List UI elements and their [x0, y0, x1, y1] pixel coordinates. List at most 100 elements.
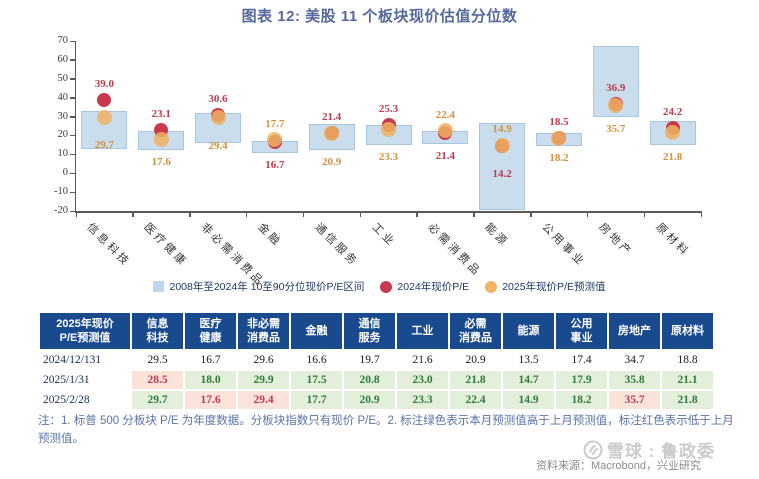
source-line: 资料来源：Macrobond，兴业研究 [535, 460, 701, 472]
data-dot-2025 [210, 110, 226, 126]
value-cell: 34.7 [609, 351, 660, 369]
column-header-cell: 信息 科技 [132, 313, 183, 349]
value-label-upper: 18.5 [549, 116, 569, 129]
column-header-cell: 能源 [503, 313, 554, 349]
value-cell: 17.5 [291, 371, 342, 389]
y-axis-tick [70, 210, 75, 212]
x-axis-category-label: 房地产 [596, 221, 635, 260]
value-cell: 18.2 [556, 391, 607, 409]
footnote: 注：1. 标普 500 分板块 P/E 为年度数据。分板块指数只有现价 P/E。… [38, 415, 734, 445]
data-dot-2025 [551, 131, 567, 147]
y-axis-tick [70, 153, 75, 156]
table-row: 2024/12/131 29.5 16.7 29.6 16.6 19.7 21.6 20.9 1… [40, 351, 713, 369]
value-label-lower: 16.7 [265, 159, 285, 172]
y-axis-tick [70, 78, 75, 80]
value-cell: 29.7 [132, 391, 183, 409]
legend-item-2024: 2024年现价P/E [380, 279, 469, 294]
column-header-cell: 金融 [291, 313, 342, 349]
x-axis-tick [643, 212, 646, 217]
legend-label-2024: 2024年现价P/E [397, 281, 470, 293]
value-cell: 21.6 [397, 351, 448, 369]
data-dot-2025 [608, 98, 624, 114]
y-axis-tick-label: 0 [62, 167, 68, 179]
data-dot-2025 [96, 109, 112, 125]
value-cell: 14.9 [503, 391, 554, 409]
value-label-upper: 17.7 [265, 117, 285, 130]
value-label-upper: 25.3 [378, 103, 399, 116]
value-cell: 20.9 [450, 351, 501, 369]
y-axis-tick-label: 10 [57, 148, 69, 160]
column-header-cell: 房地产 [609, 313, 660, 349]
row-date-cell: 2025/1/31 [40, 371, 130, 389]
percentile-range-bar [81, 110, 128, 149]
range-swatch-icon [153, 281, 165, 292]
column-header-cell: 通信 服务 [344, 313, 395, 349]
value-cell: 13.5 [503, 351, 554, 369]
value-label-lower: 21.4 [435, 149, 455, 162]
x-axis-category-label: 信息科技 [84, 221, 133, 270]
value-cell: 29.4 [238, 391, 289, 409]
value-cell: 19.7 [344, 351, 395, 369]
value-cell: 18.0 [185, 371, 236, 389]
percentile-range-bar [479, 123, 526, 211]
pe-table: 2025年现价 P/E预测值 信息 科技 医疗 健康 非必需 消费品 金融 通信 服务 工业… [38, 311, 715, 411]
y-axis-tick [70, 172, 75, 175]
data-dot-2025 [494, 137, 510, 153]
value-cell: 23.3 [397, 391, 448, 409]
value-label-upper: 39.0 [94, 77, 115, 90]
x-axis-category-label: 公用事业 [539, 221, 588, 270]
chart-legend: 2008年至2024年 10至90分位现价P/E区间 2024年现价P/E 20… [0, 279, 759, 294]
row-date-cell: 2025/2/28 [40, 391, 130, 409]
data-dot-2025 [153, 132, 169, 148]
column-header-cell: 公用 事业 [556, 313, 607, 349]
x-axis-tick [75, 212, 77, 217]
legend-label-2025: 2025年现价P/E预测值 [502, 281, 606, 293]
corner-header-cell: 2025年现价 P/E预测值 [40, 313, 130, 349]
value-cell: 17.9 [556, 371, 607, 389]
value-cell: 21.8 [662, 391, 713, 409]
snowball-logo-icon [583, 440, 603, 459]
data-dot-2025 [381, 121, 396, 137]
x-axis-tick [700, 212, 702, 217]
column-header-cell: 原材料 [662, 313, 713, 349]
value-cell: 21.1 [662, 371, 713, 389]
value-label-upper: 23.1 [151, 107, 171, 120]
value-cell: 17.4 [556, 351, 607, 369]
x-axis-tick [245, 212, 248, 217]
column-header-cell: 必需 消费品 [450, 313, 501, 349]
value-cell: 16.6 [291, 351, 342, 369]
x-axis-category-label: 通信服务 [312, 221, 361, 270]
value-label-lower: 29.4 [208, 139, 228, 152]
value-label-lower: 20.9 [322, 155, 342, 168]
value-label-upper: 30.6 [208, 93, 228, 106]
table-row: 2025/1/31 28.5 18.0 29.9 17.5 20.8 23.0 21.8 14.… [40, 371, 713, 389]
data-dot-2025 [665, 124, 681, 140]
legend-item-range: 2008年至2024年 10至90分位现价P/E区间 [153, 279, 364, 294]
value-cell: 18.8 [662, 351, 713, 369]
x-axis-category-label: 必需消费品 [425, 221, 484, 280]
x-axis-tick [530, 212, 532, 217]
value-cell: 14.7 [503, 371, 554, 389]
value-cell: 35.8 [609, 371, 660, 389]
y-axis-tick-label: -20 [54, 205, 68, 216]
x-axis-category-label: 原材料 [652, 221, 692, 260]
x-axis-category-label: 工业 [368, 221, 398, 250]
y-axis-tick-label: 50 [57, 72, 69, 84]
table-row: 2025/2/28 29.7 17.6 29.4 17.7 20.9 23.3 22.4 14.… [40, 391, 713, 409]
value-label-lower: 18.2 [549, 151, 569, 164]
x-axis-tick [132, 212, 134, 217]
legend-label-range: 2008年至2024年 10至90分位现价P/E区间 [169, 281, 365, 293]
value-cell: 23.0 [397, 371, 448, 389]
value-label-lower: 35.7 [606, 122, 626, 135]
y-axis-tick [70, 134, 75, 137]
y-axis-tick-label: 70 [57, 35, 69, 46]
watermark-text: 雪球 : 鲁政委 [606, 442, 715, 461]
y-axis-tick [70, 191, 75, 194]
x-axis-line [75, 211, 702, 213]
column-header-cell: 工业 [397, 313, 448, 349]
table-header-row: 2025年现价 P/E预测值 信息 科技 医疗 健康 非必需 消费品 金融 通信 服务 工业… [40, 313, 713, 349]
dot-2024-icon [380, 280, 393, 293]
value-cell: 22.4 [450, 391, 501, 409]
legend-item-2025: 2025年现价P/E预测值 [485, 279, 606, 294]
